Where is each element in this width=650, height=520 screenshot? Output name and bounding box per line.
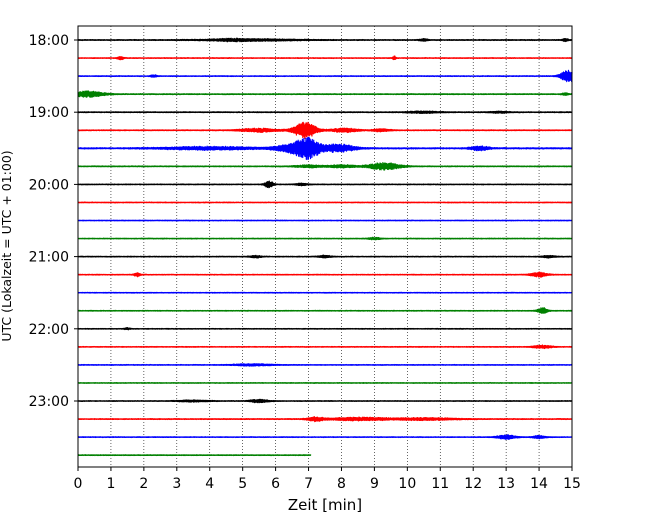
trace-2115 <box>77 271 573 278</box>
x-tick-label: 9 <box>370 476 379 492</box>
x-axis-ticks: 0 1 2 3 4 5 6 7 8 9 10 11 12 13 14 15 <box>74 467 581 492</box>
trace-2045 <box>77 236 573 241</box>
trace-1800 <box>77 37 573 43</box>
trace-2200 <box>77 327 573 331</box>
trace-2030 <box>77 219 573 222</box>
y-tick-label: 21:00 <box>29 250 69 266</box>
y-tick-label: 18:00 <box>29 33 69 49</box>
trace-2245 <box>77 381 573 384</box>
trace-2130 <box>77 291 573 294</box>
trace-1845 <box>77 90 573 98</box>
trace-1915 <box>77 121 573 140</box>
trace-2100 <box>77 254 573 259</box>
y-tick-label: 23:00 <box>29 394 69 410</box>
x-tick-label: 15 <box>563 476 581 492</box>
trace-2015 <box>77 201 573 204</box>
y-axis-ticks: 18:00 19:00 20:00 21:00 22:00 23:00 <box>29 33 78 410</box>
trace-2300 <box>77 398 573 404</box>
y-axis-label: UTC (Lokalzeit = UTC + 01:00) <box>0 150 14 341</box>
trace-1930 <box>77 136 573 161</box>
x-tick-label: 8 <box>337 476 346 492</box>
trace-2315 <box>77 416 573 423</box>
x-tick-label: 10 <box>398 476 416 492</box>
x-tick-label: 6 <box>271 476 280 492</box>
trace-2230 <box>77 363 573 367</box>
trace-2330 <box>77 434 573 440</box>
x-tick-label: 13 <box>497 476 515 492</box>
x-axis-label: Zeit [min] <box>288 496 362 514</box>
x-tick-label: 7 <box>304 476 313 492</box>
trace-2000 <box>77 180 573 189</box>
trace-2215 <box>77 344 573 350</box>
trace-1830 <box>77 69 573 83</box>
y-tick-label: 20:00 <box>29 177 69 193</box>
x-tick-label: 4 <box>205 476 214 492</box>
x-tick-label: 5 <box>238 476 247 492</box>
x-tick-label: 12 <box>464 476 482 492</box>
x-tick-label: 2 <box>139 476 148 492</box>
trace-1900 <box>77 110 573 115</box>
seismic-traces <box>77 37 573 457</box>
trace-2345 <box>77 454 312 457</box>
trace-1815 <box>77 55 573 61</box>
plot-frame <box>77 25 573 468</box>
x-tick-label: 0 <box>74 476 83 492</box>
x-tick-label: 1 <box>106 476 115 492</box>
trace-1945 <box>77 162 573 171</box>
y-tick-label: 22:00 <box>29 322 69 338</box>
x-tick-label: 11 <box>431 476 449 492</box>
x-tick-label: 3 <box>172 476 181 492</box>
y-tick-label: 19:00 <box>29 105 69 121</box>
trace-2145 <box>77 307 573 315</box>
x-tick-label: 14 <box>530 476 548 492</box>
